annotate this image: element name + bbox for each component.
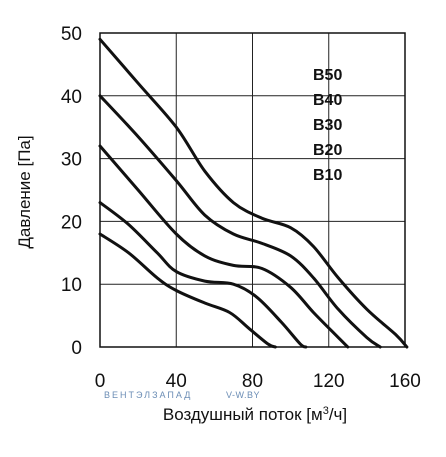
y-tick-label-30: 30 [61,150,82,171]
legend-label-b20: B20 [313,142,342,159]
y-tick-label-10: 10 [61,275,82,296]
watermark-left: ВЕНТЭЛЗАПАД [104,390,192,400]
x-axis-label: Воздушный поток [м3/ч] [163,405,347,424]
legend-label-b40: B40 [313,92,342,109]
x-axis-label-unit: /ч] [329,405,347,424]
legend-label-b30: B30 [313,117,342,134]
y-tick-label-20: 20 [61,212,82,233]
plot-frame [99,32,406,348]
x-tick-label-160: 160 [389,371,421,392]
series-line-b40 [98,94,382,349]
series-line-b20 [98,201,308,349]
x-tick-label-0: 0 [95,371,106,392]
legend: B50 B40 B30 B20 B10 [313,67,342,184]
y-tick-label-50: 50 [61,24,82,45]
y-axis-label: Давление [Па] [15,135,34,248]
legend-label-b10: B10 [313,167,342,184]
series-line-b10 [98,232,277,349]
series-curves [98,37,409,349]
series-line-b30 [98,144,350,349]
legend-label-b50: B50 [313,67,342,84]
x-tick-label-80: 80 [242,371,263,392]
x-tick-label-120: 120 [313,371,345,392]
x-axis-label-main: Воздушный поток [м [163,405,323,424]
series-line-b50 [98,37,409,349]
y-tick-label-40: 40 [61,87,82,108]
watermark-right: V-W.BY [226,390,260,400]
x-axis-label-superscript: 3 [323,405,329,417]
y-tick-label-0: 0 [71,338,82,359]
x-tick-label-40: 40 [166,371,187,392]
grid [99,32,406,348]
tick-labels: 0 40 80 120 160 0 10 20 30 40 50 [61,24,421,392]
